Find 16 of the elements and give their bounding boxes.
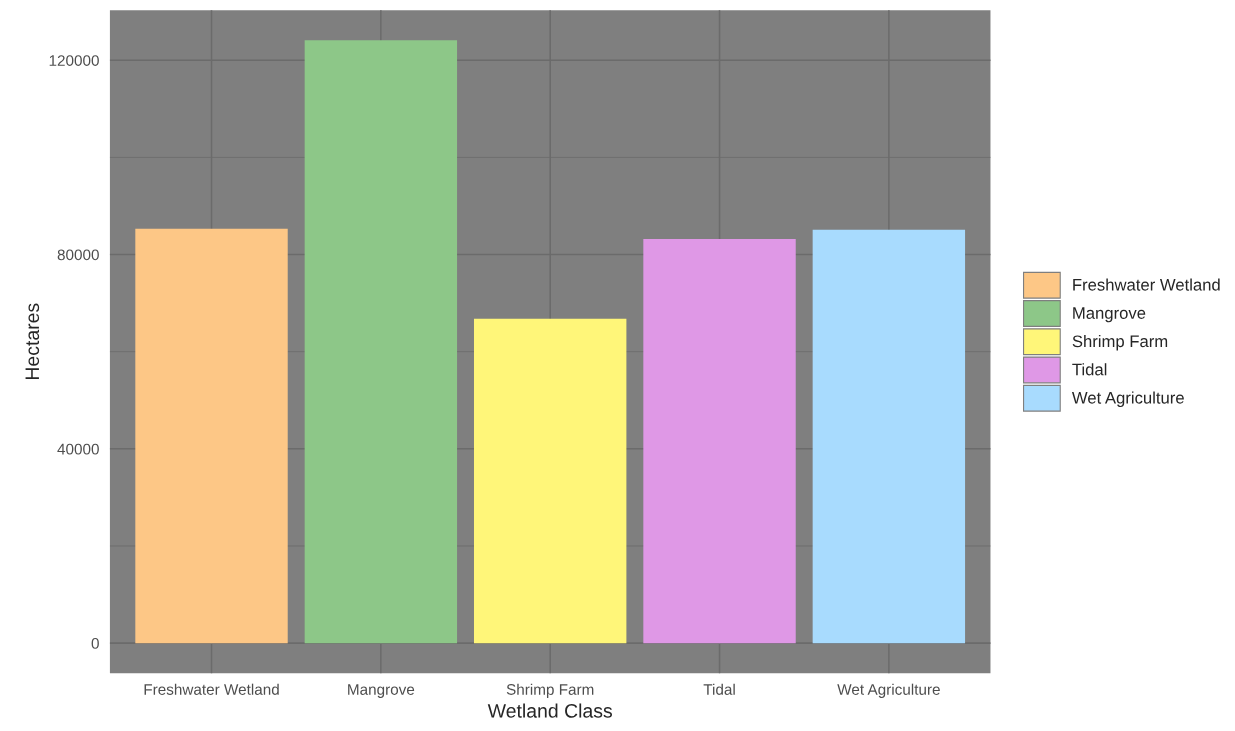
legend-label: Mangrove [1073, 307, 1146, 323]
x-tick-label: Shrimp Farm [506, 683, 594, 698]
legend-label: Wet Agriculture [1071, 391, 1184, 407]
y-tick-label: 120000 [49, 55, 99, 66]
y-tick-label: 0 [91, 638, 99, 649]
y-tick-label: 80000 [57, 249, 99, 261]
x-tick-label: Tidal [703, 683, 735, 695]
legend-label: Freshwater Wetland [1073, 278, 1220, 291]
x-tick-label: Mangrove [348, 684, 415, 698]
y-axis-title: Hectares [25, 303, 40, 380]
x-tick-label: Freshwater Wetland [144, 683, 279, 695]
legend-label: Tidal [1072, 363, 1107, 376]
y-tick-label: 40000 [57, 443, 99, 455]
x-tick-label: Wet Agriculture [837, 683, 940, 698]
legend-label: Shrimp Farm [1072, 334, 1168, 351]
x-axis-title: Wetland Class [487, 703, 612, 718]
